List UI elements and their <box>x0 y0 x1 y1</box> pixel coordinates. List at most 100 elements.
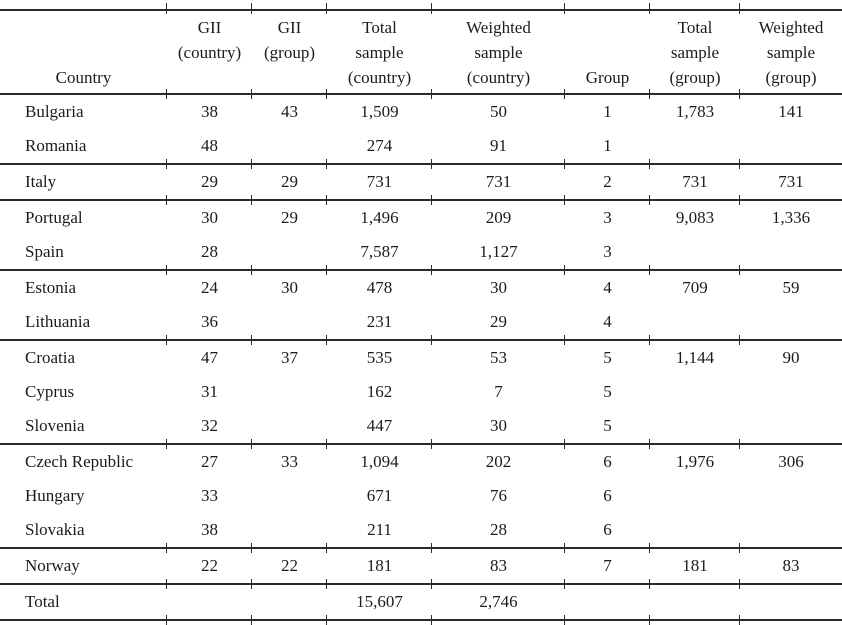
cell-gii-group <box>252 479 327 513</box>
cell-total-sample-country: 731 <box>326 164 432 204</box>
cell-gii-group: 33 <box>281 452 298 471</box>
cell-gii-country: 38 <box>201 102 218 121</box>
cell-group: 5 <box>603 382 612 401</box>
cell-gii-country: 47 <box>201 348 218 367</box>
country-name: Hungary <box>25 486 85 505</box>
cell-total-sample-group: 181 <box>649 548 740 588</box>
cell-weighted-sample-group: 306 <box>778 452 804 471</box>
cell-total-sample-country: 274 <box>326 129 432 169</box>
cell-weighted-sample-group: 731 <box>739 164 842 204</box>
column-header-weighted-sample-country: Weighted sample (country) <box>431 4 565 100</box>
cell-group: 6 <box>603 486 612 505</box>
cell-total-sample-group <box>650 375 740 409</box>
country-name: Cyprus <box>25 382 75 401</box>
cell-gii-group <box>251 305 327 345</box>
country-name: Bulgaria <box>25 102 84 121</box>
row-lithuania: Lithuania 36 231 29 4 <box>0 305 842 345</box>
cell-total-sample-country: 181 <box>326 548 432 588</box>
row-norway: Norway 22 22 181 83 7 181 83 <box>0 548 842 588</box>
cell-total-sample-country: 671 <box>366 486 393 505</box>
cell-weighted-sample-group <box>740 479 842 513</box>
cell-group: 2 <box>564 164 650 204</box>
cell-gii-group: 29 <box>251 164 327 204</box>
cell-weighted-sample-group: 90 <box>782 348 800 367</box>
cell-total-sample-country: 1,509 <box>360 102 399 121</box>
cell-weighted-sample-group <box>740 375 842 409</box>
cell-weighted-sample-country: 30 <box>431 409 565 449</box>
cell-weighted-sample-group: 83 <box>739 548 842 588</box>
cell-group: 7 <box>564 548 650 588</box>
cell-gii-group: 30 <box>281 278 298 297</box>
cell-gii-country: 38 <box>166 513 252 553</box>
cell-weighted-sample-country: 76 <box>490 486 507 505</box>
country-name: Slovakia <box>0 513 167 549</box>
cell-total-sample-group: 709 <box>682 278 708 297</box>
cell-weighted-sample-country: 202 <box>485 452 512 471</box>
cell-total-sample-group: 731 <box>649 164 740 204</box>
cell-weighted-sample-group: 1,336 <box>771 208 811 227</box>
cell-weighted-sample-country: 83 <box>431 548 565 588</box>
row-bulgaria: Bulgaria 38 43 1,509 50 1 1,783 141 <box>0 94 842 129</box>
cell-gii-group <box>251 129 327 169</box>
column-header-total-sample-country: Total sample (country) <box>326 4 432 100</box>
cell-total-sample-group <box>649 129 740 169</box>
cell-total-sample-group: 1,144 <box>675 348 715 367</box>
row-slovakia: Slovakia 38 211 28 6 <box>0 513 842 553</box>
cell-total-sample-group <box>649 513 740 553</box>
cell-total-sample-country: 211 <box>326 513 432 553</box>
cell-weighted-sample-country: 7 <box>494 382 503 401</box>
cell-group <box>564 584 650 624</box>
country-name: Total <box>0 584 167 621</box>
cell-total-sample-country: 7,587 <box>326 235 432 275</box>
row-czech-republic: Czech Republic 27 33 1,094 202 6 1,976 306 <box>0 444 842 479</box>
cell-weighted-sample-country: 29 <box>431 305 565 345</box>
cell-gii-country: 33 <box>201 486 218 505</box>
cell-weighted-sample-group: 59 <box>782 278 800 297</box>
column-header-gii-country: GII (country) <box>166 4 252 100</box>
cell-gii-country: 48 <box>166 129 252 169</box>
cell-group: 5 <box>564 409 650 449</box>
cell-gii-group: 37 <box>281 348 298 367</box>
country-name: Romania <box>0 129 167 165</box>
cell-total-sample-group <box>649 235 740 275</box>
country-name: Portugal <box>25 208 83 227</box>
cell-group: 3 <box>564 235 650 275</box>
cell-total-sample-group <box>649 584 740 624</box>
country-name: Italy <box>0 164 167 201</box>
cell-total-sample-group: 9,083 <box>675 208 715 227</box>
cell-weighted-sample-group <box>739 584 842 624</box>
table-head: Country GII (country) GII (group) Total s… <box>0 4 842 100</box>
cell-weighted-sample-group <box>739 129 842 169</box>
row-portugal: Portugal 30 29 1,496 209 3 9,083 1,336 <box>0 200 842 235</box>
cell-gii-group <box>252 375 327 409</box>
country-name: Spain <box>0 235 167 271</box>
cell-group: 6 <box>564 513 650 553</box>
header-row: Country GII (country) GII (group) Total s… <box>0 4 842 100</box>
column-header-weighted-sample-group: Weighted sample (group) <box>739 4 842 100</box>
country-gii-sample-table: Country GII (country) GII (group) Total s… <box>0 4 842 624</box>
cell-gii-country: 28 <box>166 235 252 275</box>
cell-weighted-sample-country: 209 <box>485 208 512 227</box>
cell-weighted-sample-country: 2,746 <box>431 584 565 624</box>
cell-total-sample-country: 15,607 <box>326 584 432 624</box>
country-name: Estonia <box>25 278 76 297</box>
cell-gii-country <box>166 584 252 624</box>
cell-group: 4 <box>564 305 650 345</box>
column-header-group: Group <box>564 4 650 100</box>
cell-gii-country: 24 <box>201 278 218 297</box>
cell-weighted-sample-country: 731 <box>431 164 565 204</box>
row-romania: Romania 48 274 91 1 <box>0 129 842 169</box>
row-italy: Italy 29 29 731 731 2 731 731 <box>0 164 842 204</box>
row-hungary: Hungary 33 671 76 6 <box>0 479 842 513</box>
row-estonia: Estonia 24 30 478 30 4 709 59 <box>0 270 842 305</box>
country-name: Croatia <box>25 348 76 367</box>
cell-total-sample-country: 447 <box>326 409 432 449</box>
cell-gii-country: 22 <box>166 548 252 588</box>
cell-gii-country: 27 <box>201 452 218 471</box>
cell-gii-country: 29 <box>166 164 252 204</box>
row-croatia: Croatia 47 37 535 53 5 1,144 90 <box>0 340 842 375</box>
cell-gii-group: 43 <box>281 102 298 121</box>
cell-group: 1 <box>603 102 612 121</box>
cell-gii-group <box>251 584 327 624</box>
